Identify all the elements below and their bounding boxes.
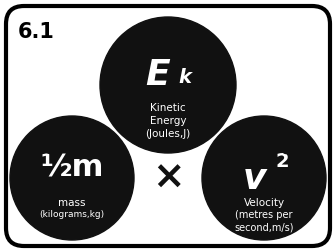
Text: mass: mass [58,198,86,208]
Text: (kilograms,kg): (kilograms,kg) [39,210,104,219]
FancyBboxPatch shape [6,6,330,246]
Circle shape [283,122,290,130]
Text: 6.1: 6.1 [18,22,55,42]
Circle shape [46,146,53,153]
Circle shape [46,122,53,130]
Circle shape [202,116,326,240]
Text: 2: 2 [275,152,289,171]
Text: second,m/s): second,m/s) [234,222,294,232]
Text: Energy: Energy [150,116,186,126]
Circle shape [100,17,236,153]
Circle shape [10,116,134,240]
Text: v: v [242,162,266,196]
Text: ½m: ½m [40,153,104,182]
Text: Kinetic: Kinetic [150,103,186,113]
Text: (Joules,J): (Joules,J) [145,129,191,139]
Text: Velocity: Velocity [244,198,285,208]
Text: (metres per: (metres per [235,210,293,220]
Text: ×: × [152,159,184,197]
Text: k: k [178,68,192,87]
Circle shape [283,146,290,153]
Text: E: E [146,58,170,92]
